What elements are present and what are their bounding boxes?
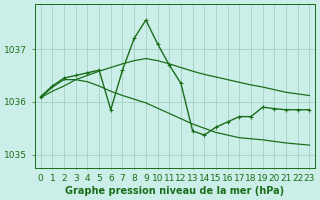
X-axis label: Graphe pression niveau de la mer (hPa): Graphe pression niveau de la mer (hPa): [66, 186, 284, 196]
